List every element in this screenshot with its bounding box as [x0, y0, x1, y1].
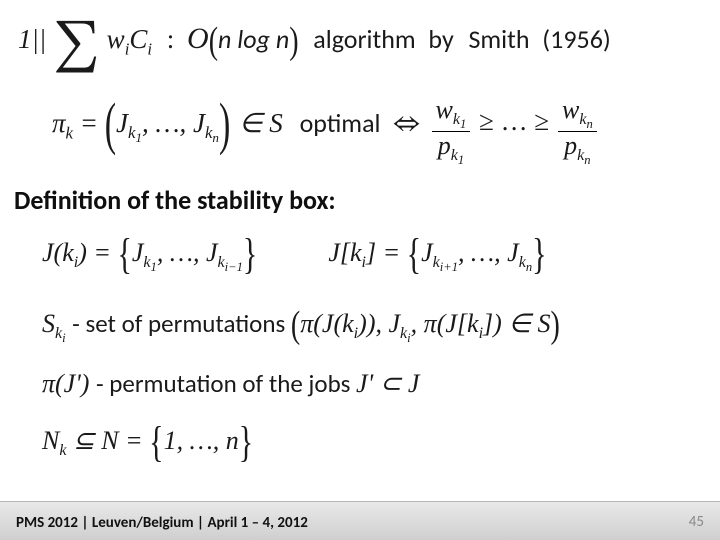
frac-last: wkn pkn: [558, 96, 597, 167]
prefix-1bar: 1||: [18, 24, 46, 54]
eq-piJprime: π(J') - permutation of the jobs J' ⊂ J: [42, 368, 419, 399]
rbrace1: }: [243, 233, 257, 277]
author-name: Smith: [468, 23, 529, 55]
lparen-big: (: [105, 97, 116, 155]
complexity: n log n: [218, 23, 289, 55]
eq-optimal-line: πk = (Jk1, …, Jkn) ∈ S optimal ⇔ wk1 pk1…: [52, 96, 597, 167]
footer-bar: PMS 2012 | Leuven/Belgium | April 1 – 4,…: [0, 501, 720, 540]
page-number: 45: [689, 513, 704, 531]
fracn-den: pkn: [558, 131, 597, 167]
eq-problem-line: 1|| ∑ wiCi : O(n log n) algorithm by Smi…: [18, 22, 611, 72]
colon: :: [167, 24, 175, 54]
eq-Nk: Nk ⊆ N = {1, …, n}: [42, 426, 253, 460]
rparen-big: ): [219, 97, 230, 155]
Nk-lhs: Nk ⊆ N =: [42, 426, 143, 455]
big-O: O: [187, 22, 209, 55]
eq-J-sets: J(ki) = {Jk1, …, Jki−1} J[ki] = {Jki+1, …: [42, 238, 547, 275]
N-set: 1, …, n: [164, 426, 239, 455]
J-brack-lhs: J[ki] =: [328, 238, 400, 267]
Jprime-subset: J' ⊂ J: [356, 369, 419, 398]
pi-k-eq: πk =: [52, 108, 98, 138]
set2-body: Jki+1, …, Jkn: [421, 238, 532, 267]
rbrace-N: }: [239, 421, 253, 465]
frac1-den: pk1: [432, 131, 471, 167]
lparen: (: [209, 23, 218, 61]
frac-first: wk1 pk1: [432, 96, 471, 167]
word-optimal: optimal: [300, 107, 381, 139]
word-by: by: [428, 23, 453, 55]
lparen-ski: (: [291, 307, 300, 345]
lbrace-N: {: [149, 421, 163, 465]
rbrace2: }: [532, 233, 546, 277]
frac1-num: wk1: [432, 96, 471, 131]
sum-body: wiCi: [107, 24, 152, 54]
section-heading: Definition of the stability box:: [14, 184, 336, 216]
words-set-of-perm: - set of permutations: [72, 308, 291, 339]
J-paren-lhs: J(ki) =: [42, 238, 111, 267]
set1-body: Jk1, …, Jki−1: [132, 238, 243, 267]
ski-inside: π(J(ki)), Jki, π(J[ki]) ∈ S: [300, 309, 550, 338]
iff-icon: ⇔: [393, 107, 419, 142]
lbrace1: {: [117, 233, 131, 277]
ge-dots: ≥ … ≥: [479, 106, 549, 136]
author-year: (1956): [542, 23, 610, 55]
fracn-num: wkn: [558, 96, 597, 131]
piJprime: π(J'): [42, 369, 89, 398]
footer-text: PMS 2012 | Leuven/Belgium | April 1 – 4,…: [16, 514, 308, 532]
rparen: ): [289, 23, 298, 61]
sigma: ∑: [53, 22, 100, 72]
words-perm-jobs: - permutation of the jobs: [96, 368, 356, 399]
Ski: Ski: [42, 309, 66, 338]
word-algorithm: algorithm: [313, 23, 415, 55]
in-S: ∈ S: [239, 108, 283, 138]
eq-Ski: Ski - set of permutations (π(J(ki)), Jki…: [42, 308, 560, 346]
tuple-jobs: Jk1, …, Jkn: [116, 108, 219, 138]
rparen-ski: ): [550, 307, 559, 345]
lbrace2: {: [407, 233, 421, 277]
